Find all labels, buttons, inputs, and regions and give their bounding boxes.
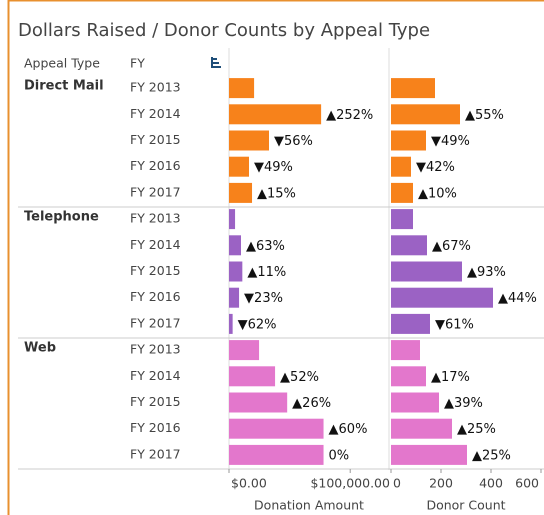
row-label: FY 2013 bbox=[130, 80, 181, 95]
row-label: FY 2017 bbox=[130, 315, 181, 330]
change-label: ▲39% bbox=[444, 396, 483, 411]
row-label: FY 2014 bbox=[130, 237, 181, 252]
bar bbox=[229, 392, 288, 413]
x-tick-label: 200 bbox=[429, 476, 453, 491]
change-label: ▼42% bbox=[416, 160, 455, 175]
x-tick-label: 0 bbox=[393, 476, 401, 491]
bar bbox=[391, 444, 467, 465]
bar bbox=[391, 78, 435, 99]
group-label: Web bbox=[24, 341, 56, 356]
chart-title: Dollars Raised / Donor Counts by Appeal … bbox=[18, 20, 430, 41]
bar bbox=[391, 340, 420, 361]
x-tick-label: 600 bbox=[515, 476, 539, 491]
change-label: ▲10% bbox=[418, 186, 457, 201]
change-label: ▲55% bbox=[465, 108, 504, 123]
change-label: ▲67% bbox=[432, 239, 471, 254]
row-header: FY bbox=[130, 56, 145, 71]
bar bbox=[391, 156, 411, 177]
bar bbox=[391, 104, 460, 125]
bar bbox=[229, 366, 276, 387]
row-label: FY 2016 bbox=[130, 289, 181, 304]
bar bbox=[229, 104, 322, 125]
bar bbox=[391, 209, 413, 230]
change-label: ▼56% bbox=[274, 134, 313, 149]
bar bbox=[391, 313, 430, 334]
bar bbox=[391, 130, 426, 151]
bar bbox=[391, 235, 427, 256]
row-label: FY 2013 bbox=[130, 211, 181, 226]
bar bbox=[229, 287, 240, 308]
change-label: ▼61% bbox=[435, 317, 474, 332]
row-label: FY 2017 bbox=[130, 184, 181, 199]
x-tick-label: $100,000.00 bbox=[310, 476, 390, 491]
row-label: FY 2015 bbox=[130, 132, 181, 147]
frame bbox=[7, 0, 544, 515]
change-label: ▲93% bbox=[467, 265, 506, 280]
change-label: 0% bbox=[329, 448, 350, 463]
bar bbox=[391, 182, 413, 203]
change-label: ▲25% bbox=[472, 448, 511, 463]
change-label: ▲25% bbox=[457, 422, 496, 437]
change-label: ▲63% bbox=[246, 239, 285, 254]
change-label: ▲252% bbox=[326, 108, 373, 123]
sort-icon[interactable] bbox=[211, 57, 221, 68]
row-label: FY 2016 bbox=[130, 158, 181, 173]
bar bbox=[229, 261, 243, 282]
bar bbox=[391, 287, 493, 308]
row-label: FY 2014 bbox=[130, 368, 181, 383]
change-label: ▲11% bbox=[247, 265, 286, 280]
change-label: ▼23% bbox=[244, 291, 283, 306]
bar bbox=[229, 78, 255, 99]
bar bbox=[391, 366, 426, 387]
change-label: ▲15% bbox=[257, 186, 296, 201]
bar bbox=[229, 156, 249, 177]
change-label: ▼49% bbox=[254, 160, 293, 175]
group-label: Telephone bbox=[24, 210, 99, 225]
group-label: Direct Mail bbox=[24, 79, 104, 94]
row-label: FY 2014 bbox=[130, 106, 181, 121]
bar bbox=[229, 313, 233, 334]
change-label: ▲60% bbox=[329, 422, 368, 437]
bar bbox=[229, 235, 241, 256]
change-label: ▼62% bbox=[238, 317, 277, 332]
row-label: FY 2015 bbox=[130, 263, 181, 278]
bar bbox=[391, 392, 439, 413]
bar bbox=[229, 418, 324, 439]
row-header: Appeal Type bbox=[24, 56, 100, 71]
row-label: FY 2016 bbox=[130, 420, 181, 435]
bar bbox=[229, 340, 260, 361]
change-label: ▲52% bbox=[280, 370, 319, 385]
row-label: FY 2017 bbox=[130, 446, 181, 461]
x-axis-label: Donation Amount bbox=[254, 498, 364, 513]
bar bbox=[229, 209, 236, 230]
x-tick-label: 400 bbox=[479, 476, 503, 491]
change-label: ▲26% bbox=[292, 396, 331, 411]
row-label: FY 2013 bbox=[130, 342, 181, 357]
x-axis-label: Donor Count bbox=[426, 498, 505, 513]
bar bbox=[229, 444, 324, 465]
change-label: ▼49% bbox=[431, 134, 470, 149]
bar bbox=[229, 182, 253, 203]
bar bbox=[391, 261, 462, 282]
x-tick-label: $0.00 bbox=[231, 476, 267, 491]
row-label: FY 2015 bbox=[130, 394, 181, 409]
change-label: ▲44% bbox=[498, 291, 537, 306]
bar bbox=[391, 418, 452, 439]
bar bbox=[229, 130, 269, 151]
change-label: ▲17% bbox=[431, 370, 470, 385]
